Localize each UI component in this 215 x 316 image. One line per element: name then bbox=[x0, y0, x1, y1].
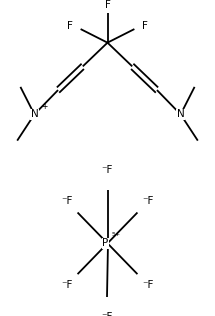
Text: F: F bbox=[104, 0, 111, 10]
Text: ⁻F: ⁻F bbox=[61, 280, 72, 290]
Text: P: P bbox=[102, 238, 109, 248]
Text: ⁻F: ⁻F bbox=[143, 196, 154, 206]
Text: F: F bbox=[142, 21, 148, 31]
Text: +: + bbox=[41, 102, 48, 111]
Text: ⁻F: ⁻F bbox=[102, 312, 113, 316]
Text: N: N bbox=[31, 109, 38, 119]
Text: F: F bbox=[67, 21, 73, 31]
Text: N: N bbox=[177, 109, 184, 119]
Text: ⁻F: ⁻F bbox=[61, 196, 72, 206]
Text: ⁻F: ⁻F bbox=[143, 280, 154, 290]
Text: ⁻F: ⁻F bbox=[102, 165, 113, 175]
Text: 5+: 5+ bbox=[111, 232, 120, 237]
